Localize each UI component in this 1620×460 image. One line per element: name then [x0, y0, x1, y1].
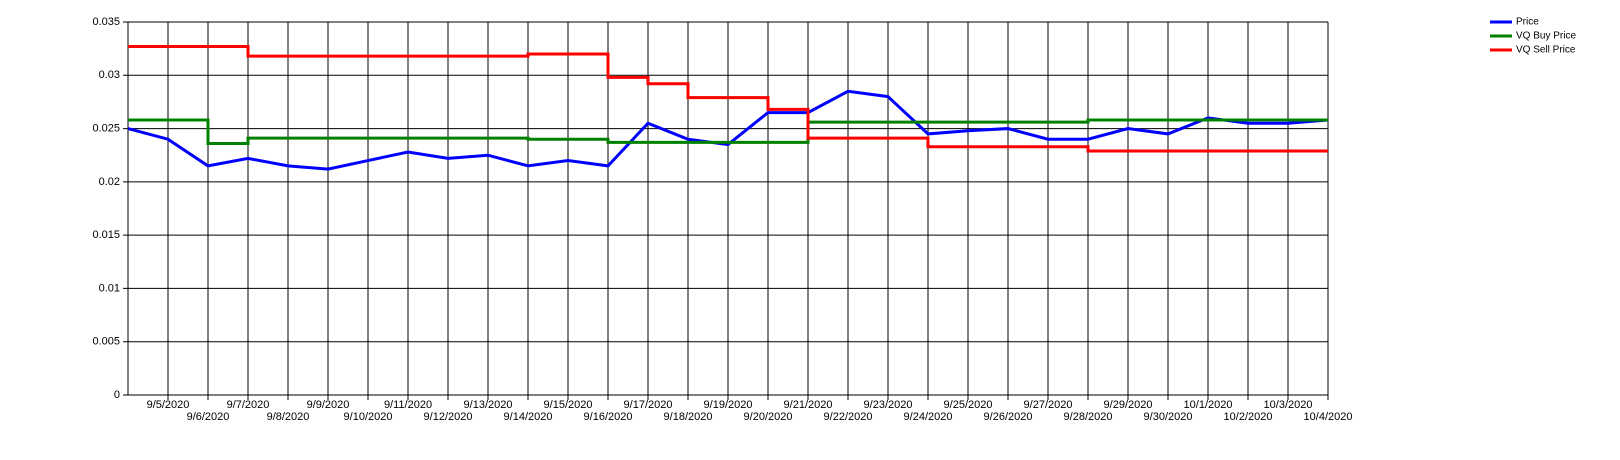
x-tick-label: 9/20/2020 — [744, 411, 793, 423]
x-tick-label: 9/10/2020 — [344, 411, 393, 423]
x-tick-label: 9/8/2020 — [267, 411, 310, 423]
x-tick-label: 9/21/2020 — [784, 399, 833, 411]
x-tick-label: 9/29/2020 — [1104, 399, 1153, 411]
x-tick-label: 9/6/2020 — [187, 411, 230, 423]
series-line — [128, 118, 1328, 145]
x-tick-label: 10/2/2020 — [1224, 411, 1273, 423]
x-tick-label: 9/5/2020 — [147, 399, 190, 411]
x-tick-label: 9/25/2020 — [944, 399, 993, 411]
y-tick-label: 0 — [114, 389, 120, 401]
x-tick-label: 9/11/2020 — [384, 399, 432, 411]
x-tick-label: 9/23/2020 — [864, 399, 913, 411]
x-tick-label: 9/9/2020 — [307, 399, 350, 411]
legend-label: VQ Sell Price — [1516, 45, 1576, 56]
x-tick-label: 9/7/2020 — [227, 399, 270, 411]
x-tick-label: 9/24/2020 — [904, 411, 953, 423]
legend: Price VQ Buy Price VQ Sell Price — [1490, 17, 1576, 56]
x-tick-label: 9/16/2020 — [584, 411, 633, 423]
x-tick-label: 9/12/2020 — [424, 411, 473, 423]
x-tick-label: 10/3/2020 — [1264, 399, 1313, 411]
legend-label: Price — [1516, 17, 1539, 28]
x-tick-label: 9/30/2020 — [1144, 411, 1193, 423]
x-tick-label: 9/14/2020 — [504, 411, 553, 423]
x-tick-label: 9/22/2020 — [824, 411, 873, 423]
x-tick-label: 9/19/2020 — [704, 399, 753, 411]
y-tick-label: 0.02 — [99, 176, 120, 188]
y-tick-label: 0.01 — [99, 282, 120, 294]
x-tick-label: 9/15/2020 — [544, 399, 593, 411]
y-tick-label: 0.015 — [92, 229, 120, 241]
x-tick-label: 9/18/2020 — [664, 411, 713, 423]
y-tick-label: 0.025 — [92, 122, 120, 134]
x-tick-label: 9/27/2020 — [1024, 399, 1073, 411]
x-tick-label: 10/1/2020 — [1184, 399, 1233, 411]
y-tick-label: 0.035 — [92, 16, 120, 28]
x-tick-label: 9/28/2020 — [1064, 411, 1113, 423]
y-tick-label: 0.005 — [92, 336, 120, 348]
series-line — [128, 45, 1328, 153]
x-tick-label: 9/26/2020 — [984, 411, 1033, 423]
x-tick-label: 9/17/2020 — [624, 399, 673, 411]
y-tick-label: 0.03 — [99, 69, 120, 81]
series-line — [127, 89, 1329, 171]
x-tick-label: 9/13/2020 — [464, 399, 513, 411]
legend-label: VQ Buy Price — [1516, 31, 1576, 42]
x-tick-label: 10/4/2020 — [1304, 411, 1353, 423]
